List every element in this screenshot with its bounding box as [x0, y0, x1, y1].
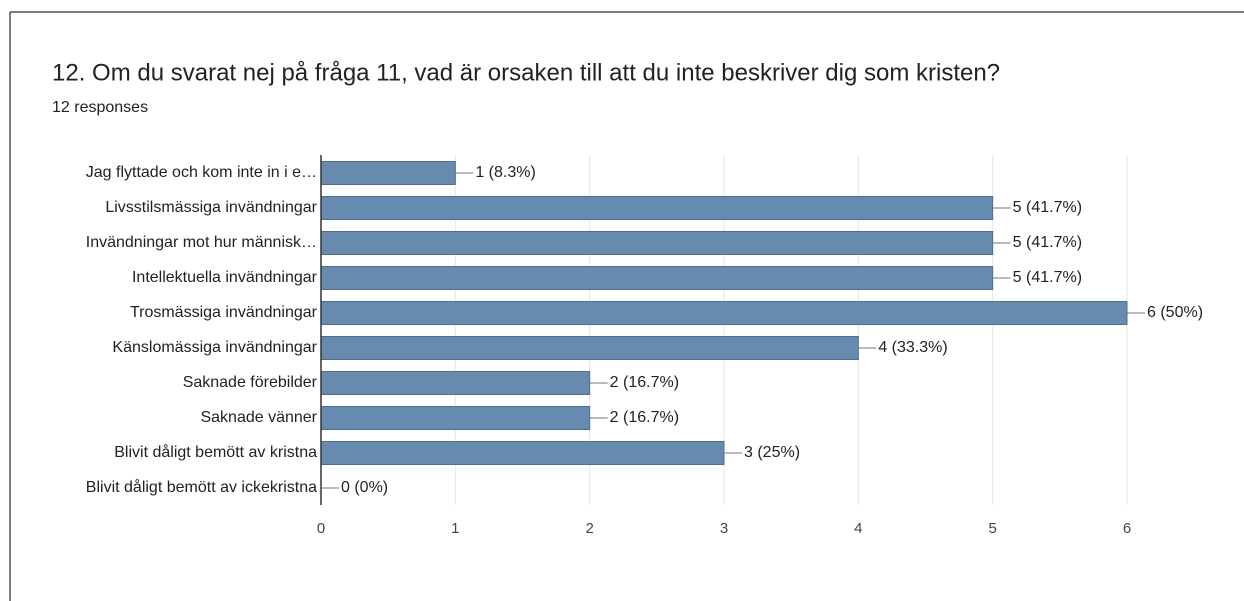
value-label: 4 (33.3%): [878, 339, 947, 356]
bar: [320, 406, 591, 430]
y-tick-label: Trosmässiga invändningar: [130, 304, 318, 321]
x-tick-label: 3: [720, 520, 728, 537]
x-tick-label: 4: [854, 520, 862, 537]
y-tick-label: Saknade vänner: [200, 409, 317, 426]
value-label: 2 (16.7%): [610, 374, 679, 391]
bar: [320, 301, 1128, 325]
bar: [320, 161, 456, 185]
x-tick-label: 2: [585, 520, 593, 537]
x-tick-label: 0: [317, 520, 325, 537]
value-label: 2 (16.7%): [610, 409, 679, 426]
x-tick-label: 5: [988, 520, 996, 537]
y-tick-label: Känslomässiga invändningar: [112, 339, 317, 356]
chart-subtitle: 12 responses: [52, 99, 148, 116]
y-tick-label: Livsstilsmässiga invändningar: [105, 199, 317, 216]
value-label: 5 (41.7%): [1013, 269, 1082, 286]
value-label: 5 (41.7%): [1013, 234, 1082, 251]
bar: [320, 266, 994, 290]
value-label: 0 (0%): [341, 479, 388, 496]
y-tick-label: Jag flyttade och kom inte in i e…: [86, 164, 317, 181]
y-tick-label: Intellektuella invändningar: [132, 269, 318, 286]
y-tick-label: Invändningar mot hur människ…: [86, 234, 317, 251]
value-label: 5 (41.7%): [1013, 199, 1082, 216]
bar: [320, 336, 859, 360]
value-label: 1 (8.3%): [475, 164, 535, 181]
value-label: 6 (50%): [1147, 304, 1203, 321]
x-tick-label: 1: [451, 520, 459, 537]
bar: [320, 231, 994, 255]
y-tick-label: Saknade förebilder: [183, 374, 318, 391]
chart-title: 12. Om du svarat nej på fråga 11, vad är…: [52, 59, 1000, 86]
bar: [320, 196, 994, 220]
bar: [320, 371, 591, 395]
x-tick-label: 6: [1123, 520, 1131, 537]
value-label: 3 (25%): [744, 444, 800, 461]
y-tick-label: Blivit dåligt bemött av ickekristna: [86, 478, 317, 496]
bar: [320, 441, 725, 465]
y-tick-label: Blivit dåligt bemött av kristna: [114, 443, 317, 461]
